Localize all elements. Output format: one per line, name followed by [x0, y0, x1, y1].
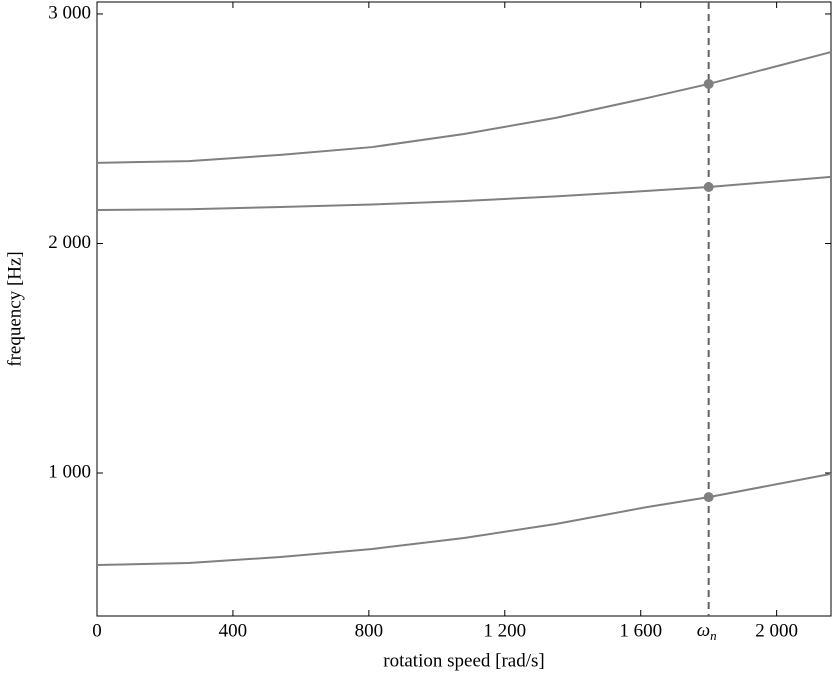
reference-label-sub: n — [710, 628, 717, 643]
series-line — [96, 51, 832, 164]
series-line — [96, 472, 832, 567]
x-tick-label: 1 200 — [483, 620, 526, 641]
reference-label: ωn — [697, 620, 717, 643]
y-axis-label: frequency [Hz] — [4, 251, 25, 367]
marker — [703, 78, 714, 89]
marker — [703, 182, 714, 193]
plot-frame — [96, 1, 832, 617]
x-tick-label: 2 000 — [755, 620, 798, 641]
y-tick-label: 2 000 — [48, 232, 91, 253]
reference-label-main: ω — [697, 620, 710, 641]
x-tick-label: 400 — [219, 620, 248, 641]
x-axis-label: rotation speed [rad/s] — [383, 650, 544, 671]
series-line — [96, 175, 832, 211]
x-tick-label: 1 600 — [619, 620, 662, 641]
x-tick-label: 0 — [92, 620, 102, 641]
x-tick-label: 800 — [355, 620, 384, 641]
marker — [703, 492, 714, 503]
y-tick-label: 3 000 — [48, 2, 91, 23]
y-tick-label: 1 000 — [48, 461, 91, 482]
